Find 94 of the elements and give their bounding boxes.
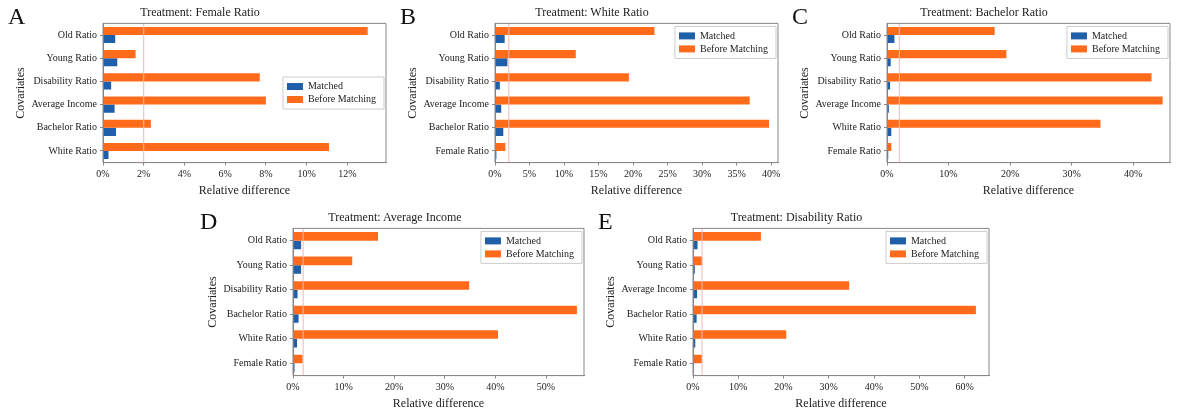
legend-label: Matched xyxy=(699,29,735,41)
x-tick-label: 0% xyxy=(488,168,502,180)
y-tick-label: Young Ratio xyxy=(46,51,98,63)
x-tick-label: 50% xyxy=(536,381,556,393)
y-tick-label: Female Ratio xyxy=(827,144,882,156)
x-tick-label: 20% xyxy=(1000,168,1020,180)
x-tick-label: 30% xyxy=(1062,168,1081,180)
x-tick-label: 50% xyxy=(910,381,929,393)
text: C xyxy=(792,2,809,30)
y-tick-label: White Ratio xyxy=(48,144,98,156)
x-tick-label: 20% xyxy=(774,381,793,393)
x-tick-label: 35% xyxy=(727,168,746,180)
y-tick-label: Average Income xyxy=(31,98,98,110)
x-tick-label: 60% xyxy=(955,381,974,393)
y-tick-label: Old Ratio xyxy=(647,234,688,246)
y-axis-title: Covariates xyxy=(603,276,618,328)
x-tick-label: 30% xyxy=(819,381,838,393)
y-tick-label: Old Ratio xyxy=(57,28,98,40)
x-axis-title: Relative difference xyxy=(392,395,485,410)
y-tick-label: Bachelor Ratio xyxy=(428,121,490,133)
legend-label: Before Matching xyxy=(699,42,769,54)
x-tick-label: 8% xyxy=(259,168,273,180)
y-tick-label: Young Ratio xyxy=(236,258,288,270)
x-tick-label: 10% xyxy=(939,168,958,180)
y-tick-label: Bachelor Ratio xyxy=(626,307,688,319)
y-tick-label: Young Ratio xyxy=(636,258,688,270)
x-tick-label: 6% xyxy=(218,168,232,180)
text: A xyxy=(8,2,26,30)
y-tick-label: Disability Ratio xyxy=(223,283,288,295)
x-tick-label: 20% xyxy=(623,168,643,180)
text: B xyxy=(400,2,417,30)
x-tick-label: 40% xyxy=(864,381,884,393)
y-tick-label: White Ratio xyxy=(238,332,288,344)
chart-title: Treatment: White Ratio xyxy=(535,5,649,20)
x-axis-title: Relative difference xyxy=(982,182,1075,197)
legend-label: Matched xyxy=(505,234,541,246)
x-tick-label: 30% xyxy=(435,381,454,393)
y-tick-label: Old Ratio xyxy=(247,234,288,246)
legend-label: Before Matching xyxy=(910,247,980,259)
x-tick-label: 10% xyxy=(334,381,353,393)
legend-label: Before Matching xyxy=(505,247,575,259)
x-tick-label: 2% xyxy=(137,168,151,180)
y-tick-label: Female Ratio xyxy=(633,356,688,368)
legend-label: Before Matching xyxy=(307,93,377,105)
x-axis-title: Relative difference xyxy=(198,182,291,197)
y-tick-label: Average Income xyxy=(621,283,688,295)
chart-title: Treatment: Bachelor Ratio xyxy=(920,5,1048,20)
x-tick-label: 0% xyxy=(880,168,894,180)
y-tick-label: Old Ratio xyxy=(841,28,882,40)
y-tick-label: White Ratio xyxy=(638,332,688,344)
y-tick-label: Female Ratio xyxy=(435,144,490,156)
text: E xyxy=(598,207,613,235)
x-axis-title: Relative difference xyxy=(795,395,887,410)
y-tick-label: Average Income xyxy=(815,98,882,110)
chart-title: Treatment: Disability Ratio xyxy=(730,210,863,225)
legend-label: Matched xyxy=(307,80,343,92)
x-tick-label: 0% xyxy=(286,381,300,393)
y-axis-title: Covariates xyxy=(405,67,420,119)
legend-label: Matched xyxy=(1091,29,1127,41)
y-tick-label: Disability Ratio xyxy=(33,75,98,87)
x-tick-label: 5% xyxy=(522,168,537,180)
y-tick-label: Old Ratio xyxy=(449,28,490,40)
y-tick-label: White Ratio xyxy=(832,121,882,133)
y-axis-title: Covariates xyxy=(797,67,812,119)
x-tick-label: 40% xyxy=(1123,168,1143,180)
x-tick-label: 12% xyxy=(338,168,357,180)
y-tick-label: Disability Ratio xyxy=(817,75,882,87)
x-axis-title: Relative difference xyxy=(590,182,683,197)
x-tick-label: 10% xyxy=(729,381,748,393)
y-axis-title: Covariates xyxy=(205,276,220,328)
chart-title: Treatment: Average Income xyxy=(328,210,462,225)
y-tick-label: Bachelor Ratio xyxy=(226,307,288,319)
y-tick-label: Young Ratio xyxy=(438,51,490,63)
x-tick-label: 25% xyxy=(658,168,677,180)
y-tick-label: Young Ratio xyxy=(830,51,882,63)
y-tick-label: Bachelor Ratio xyxy=(36,121,98,133)
legend-label: Matched xyxy=(910,234,946,246)
x-tick-label: 0% xyxy=(96,168,110,180)
x-tick-label: 10% xyxy=(554,168,574,180)
y-tick-label: Disability Ratio xyxy=(425,75,490,87)
x-tick-label: 30% xyxy=(692,168,712,180)
x-tick-label: 40% xyxy=(761,168,781,180)
chart-title: Treatment: Female Ratio xyxy=(140,5,260,20)
x-tick-label: 10% xyxy=(297,168,316,180)
y-axis-title: Covariates xyxy=(13,67,28,119)
x-tick-label: 40% xyxy=(486,381,505,393)
text: D xyxy=(200,207,218,235)
x-tick-label: 0% xyxy=(686,381,700,393)
x-tick-label: 4% xyxy=(177,168,192,180)
y-tick-label: Average Income xyxy=(423,98,490,110)
x-tick-label: 20% xyxy=(385,381,404,393)
x-tick-label: 15% xyxy=(589,168,608,180)
legend-label: Before Matching xyxy=(1091,42,1161,54)
y-tick-label: Female Ratio xyxy=(233,356,288,368)
